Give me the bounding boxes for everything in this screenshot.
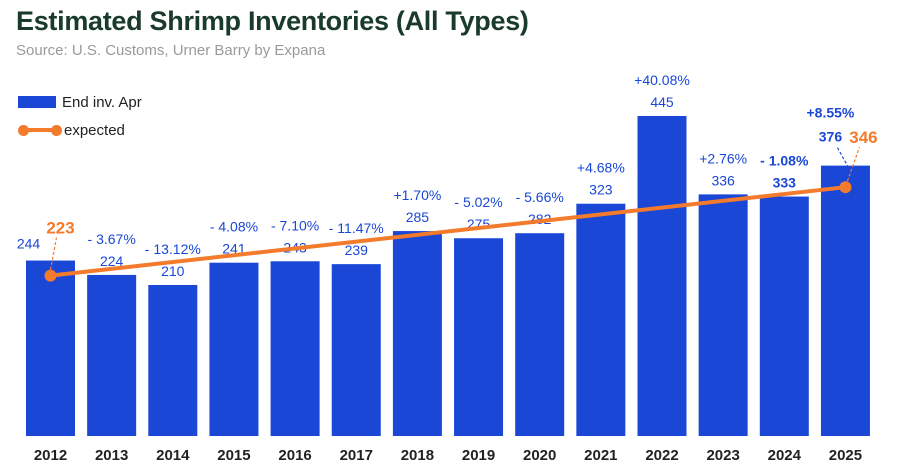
legend: End inv. Apr expected	[18, 88, 142, 144]
x-tick-label: 2021	[584, 447, 617, 464]
bar-pct-label: +40.08%	[634, 72, 690, 88]
legend-swatch-line	[18, 123, 62, 137]
bar-value-label: 244	[17, 236, 41, 252]
bar-value-label: 285	[406, 209, 430, 225]
bar-value-label: 445	[650, 94, 674, 110]
bar-2014	[148, 284, 198, 436]
expected-line	[50, 185, 846, 278]
chart-subtitle: Source: U.S. Customs, Urner Barry by Exp…	[16, 42, 326, 59]
bar-2016	[270, 261, 320, 436]
bar-2017	[331, 264, 381, 436]
bar-2023	[698, 194, 748, 436]
bar-pct-label: +8.55%	[807, 105, 855, 121]
x-tick-label: 2013	[95, 447, 128, 464]
bar-2025	[820, 165, 870, 436]
legend-label-line: expected	[64, 121, 125, 139]
chart-title: Estimated Shrimp Inventories (All Types)	[16, 6, 529, 36]
bar-2012	[26, 260, 75, 436]
bar-2015	[209, 262, 259, 436]
x-tick-label: 2014	[156, 447, 190, 464]
bar-2018	[392, 231, 442, 436]
bar-pct-label: - 5.02%	[454, 194, 502, 210]
expected-label-start: 223	[46, 219, 74, 238]
bar-pct-label: - 11.47%	[329, 220, 384, 236]
bar-2013	[87, 274, 137, 436]
bar-pct-label: +4.68%	[577, 160, 625, 176]
bar-value-label: 376	[819, 129, 843, 145]
bar-2024	[759, 196, 809, 436]
x-tick-label: 2019	[462, 447, 495, 464]
legend-item-line: expected	[18, 116, 142, 144]
x-tick-label: 2020	[523, 447, 556, 464]
bar-value-label: 323	[589, 182, 613, 198]
bar-2020	[515, 233, 565, 436]
bar-pct-label: - 4.08%	[210, 219, 258, 235]
x-tick-label: 2025	[829, 447, 862, 464]
x-tick-label: 2017	[340, 447, 373, 464]
bar-pct-label: - 1.08%	[760, 153, 809, 169]
x-tick-label: 2018	[401, 447, 434, 464]
bar-2021	[576, 203, 626, 436]
bar-value-label: 239	[345, 242, 369, 258]
bar-value-label: 333	[773, 175, 797, 191]
label-leader-start	[49, 237, 58, 270]
bar-pct-label: - 13.12%	[145, 241, 201, 257]
bar-pct-label: +1.70%	[393, 187, 441, 203]
x-tick-label: 2015	[217, 447, 250, 464]
bar-value-label: 224	[100, 253, 124, 269]
label-leader-end	[846, 146, 861, 182]
legend-item-bar: End inv. Apr	[18, 88, 142, 116]
bar-pct-label: - 7.10%	[271, 217, 319, 233]
bar-2019	[454, 238, 504, 436]
bar-pct-label: +2.76%	[699, 150, 747, 166]
legend-label-bar: End inv. Apr	[62, 93, 142, 111]
x-tick-label: 2016	[278, 447, 311, 464]
x-tick-label: 2023	[706, 447, 739, 464]
expected-label-end: 346	[849, 128, 877, 147]
bar-pct-label: - 5.66%	[516, 189, 564, 205]
x-tick-label: 2012	[34, 447, 67, 464]
expected-point	[44, 269, 57, 282]
expected-point	[839, 181, 852, 194]
x-tick-label: 2024	[768, 447, 802, 464]
legend-swatch-bar	[18, 96, 56, 108]
label-leader-bar	[836, 147, 848, 166]
bar-pct-label: - 3.67%	[88, 231, 136, 247]
x-tick-label: 2022	[645, 447, 678, 464]
bar-2022	[637, 116, 687, 436]
bar-value-label: 336	[711, 172, 735, 188]
bar-value-label: 210	[161, 263, 185, 279]
